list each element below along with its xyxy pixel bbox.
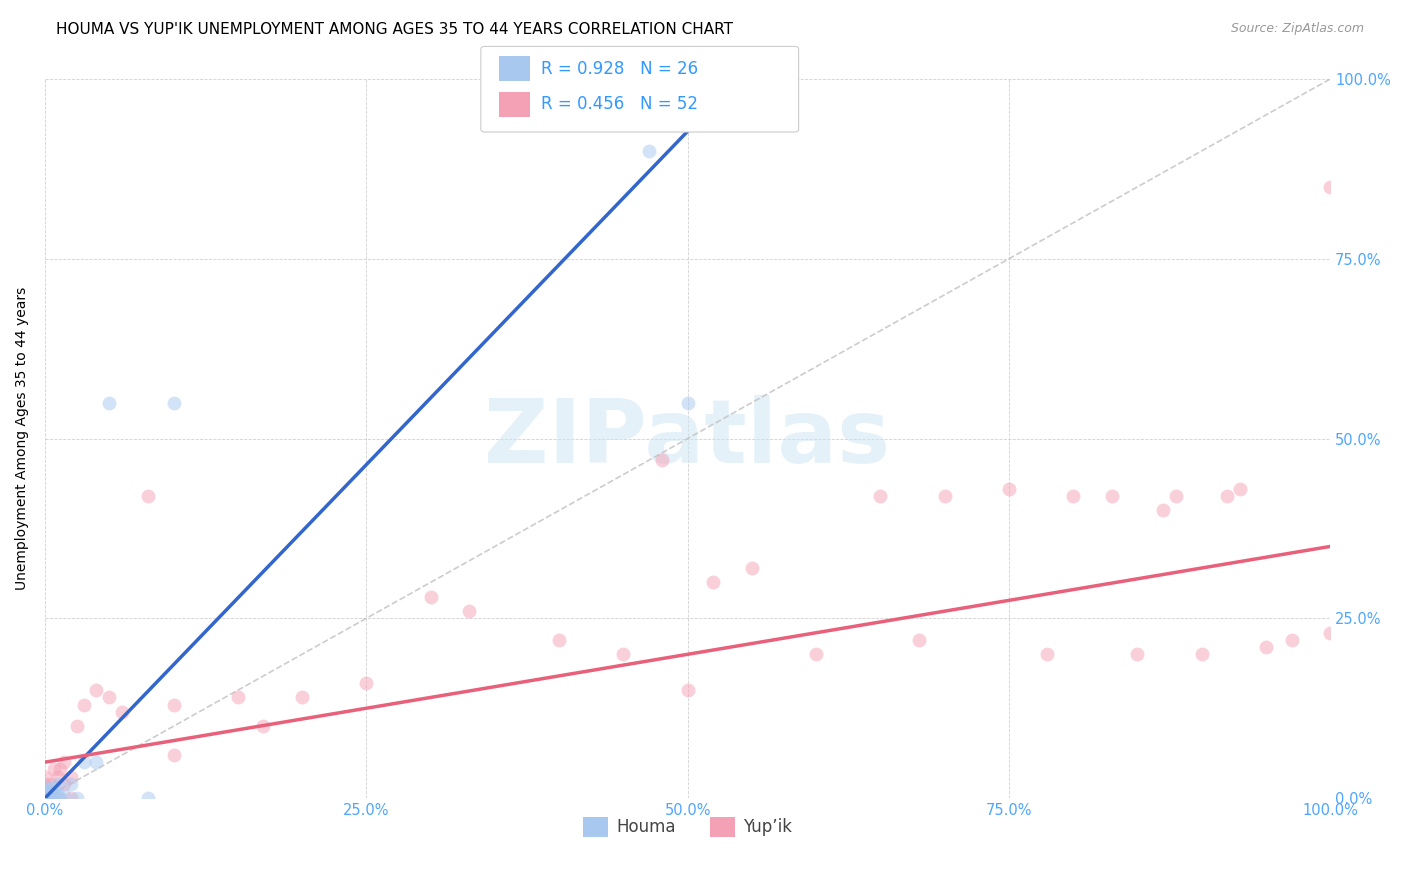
Point [1281, 632, 1303, 647]
Point [41, 784, 63, 798]
Point [53, 755, 76, 769]
Point [998, 482, 1021, 496]
Point [612, 648, 634, 662]
Point [548, 632, 571, 647]
Point [34, 791, 56, 805]
Point [72, 755, 94, 769]
Point [458, 604, 481, 618]
Point [1036, 648, 1059, 662]
Point [702, 575, 724, 590]
Text: R = 0.456   N = 52: R = 0.456 N = 52 [541, 95, 699, 113]
Point [41, 791, 63, 805]
Point [42, 763, 65, 777]
Point [34, 784, 56, 798]
Point [1152, 503, 1174, 517]
Point [252, 719, 274, 733]
Point [34, 788, 56, 802]
Y-axis label: Unemployment Among Ages 35 to 44 years: Unemployment Among Ages 35 to 44 years [15, 287, 30, 591]
Point [419, 590, 441, 604]
Text: ZIPatlas: ZIPatlas [485, 395, 891, 482]
Point [34, 791, 56, 805]
Point [1101, 489, 1123, 503]
Point [66, 791, 89, 805]
Text: HOUMA VS YUP'IK UNEMPLOYMENT AMONG AGES 35 TO 44 YEARS CORRELATION CHART: HOUMA VS YUP'IK UNEMPLOYMENT AMONG AGES … [56, 22, 734, 37]
Text: R = 0.928   N = 26: R = 0.928 N = 26 [541, 60, 699, 78]
Point [98, 690, 121, 705]
Point [356, 676, 378, 690]
Point [53, 777, 76, 791]
Point [676, 683, 699, 698]
Point [291, 690, 314, 705]
Point [1229, 482, 1251, 496]
Point [34, 791, 56, 805]
Point [34, 785, 56, 799]
Point [1216, 489, 1239, 503]
Point [72, 698, 94, 712]
Point [53, 788, 76, 802]
Point [42, 788, 65, 802]
Point [86, 683, 108, 698]
Point [59, 770, 82, 784]
Point [34, 770, 56, 784]
Point [908, 632, 931, 647]
Point [136, 791, 159, 805]
Point [98, 395, 121, 409]
Point [1254, 640, 1277, 654]
Point [41, 791, 63, 805]
Legend: Houma, Yup’ik: Houma, Yup’ik [576, 810, 799, 844]
Point [34, 780, 56, 795]
Point [741, 561, 763, 575]
Point [1126, 648, 1149, 662]
Point [34, 777, 56, 791]
Point [34, 788, 56, 802]
Point [162, 698, 184, 712]
Point [86, 755, 108, 769]
Point [111, 705, 134, 719]
Point [34, 791, 56, 805]
Point [41, 777, 63, 791]
Point [66, 719, 89, 733]
Point [226, 690, 249, 705]
Point [676, 395, 699, 409]
Point [1062, 489, 1084, 503]
Point [42, 780, 65, 795]
Point [162, 747, 184, 762]
Point [136, 489, 159, 503]
Point [46, 777, 69, 791]
Point [1191, 648, 1213, 662]
Point [869, 489, 891, 503]
Point [162, 395, 184, 409]
Point [46, 791, 69, 805]
Point [46, 770, 69, 784]
Text: Source: ZipAtlas.com: Source: ZipAtlas.com [1230, 22, 1364, 36]
Point [49, 791, 72, 805]
Point [1319, 179, 1341, 194]
Point [934, 489, 956, 503]
Point [34, 782, 56, 797]
Point [651, 453, 673, 467]
Point [46, 788, 69, 802]
Point [1319, 625, 1341, 640]
Point [49, 763, 72, 777]
Point [804, 648, 827, 662]
Point [1164, 489, 1187, 503]
Point [34, 784, 56, 798]
Point [59, 777, 82, 791]
Point [638, 144, 661, 158]
Point [59, 791, 82, 805]
